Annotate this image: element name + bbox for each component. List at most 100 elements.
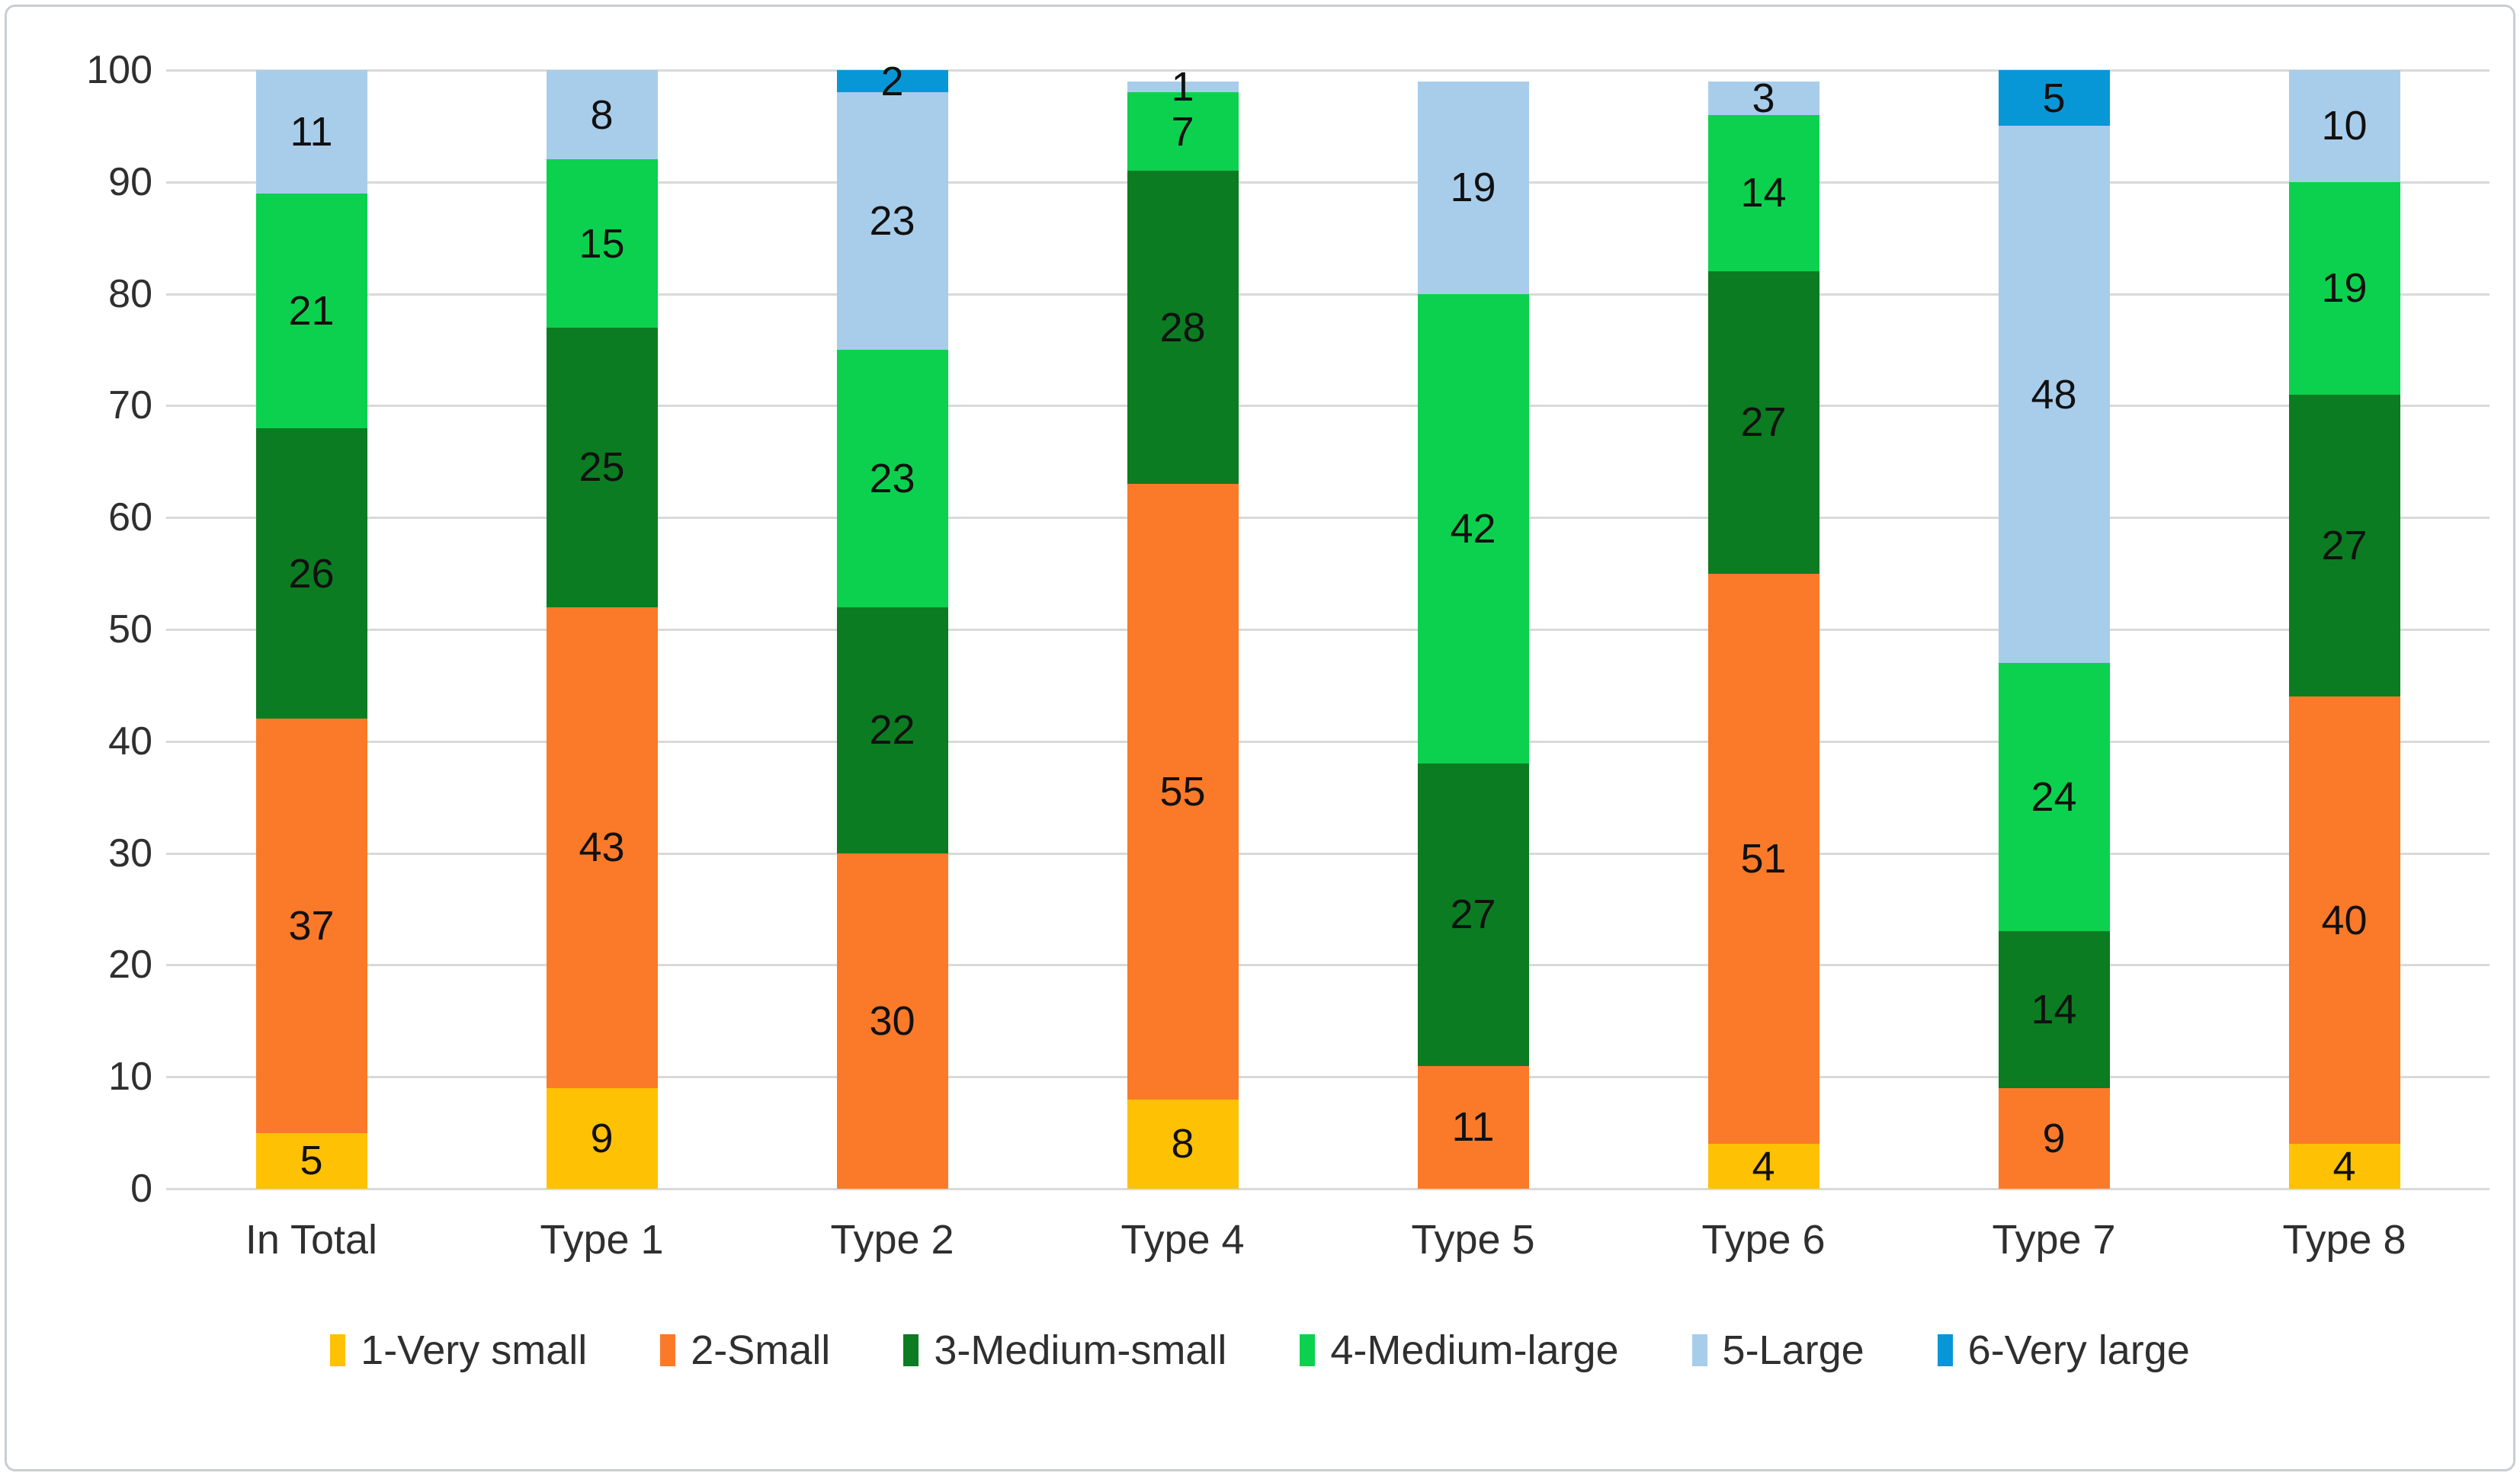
bar-segment: 40 [2288,696,2400,1145]
bar-segment: 23 [836,92,948,351]
y-tick-label: 40 [108,719,152,764]
bar-segment-label: 37 [288,903,335,949]
bar-segment-label: 11 [290,108,333,155]
bar-segment: 14 [1998,931,2110,1088]
bar-segment-label: 7 [1171,108,1194,155]
bar-column: 4 51 27 14 3 [1618,70,1909,1189]
bar-segment-label: 3 [1752,75,1775,121]
legend-swatch-icon [1691,1334,1707,1366]
bar-segment-label: 27 [1450,892,1496,938]
bar-segment-label: 24 [2031,774,2077,821]
x-category-label: Type 5 [1411,1217,1535,1263]
legend: 1-Very small 2-Small 3-Medium-small 4-Mediu… [0,1330,2520,1371]
bar-segment-label: 28 [1159,304,1206,351]
bar-segment-label: 9 [2042,1115,2066,1161]
y-tick-label: 10 [108,1055,152,1100]
bar-segment: 8 [546,70,658,160]
bar-segment: 43 [546,607,658,1088]
bar-segment: 24 [1998,663,2110,932]
stacked-bar: 9 14 24 48 5 [1998,70,2110,1189]
bar-segment: 4 [1707,1144,1819,1189]
stacked-bar: 8 55 28 7 1 [1127,66,1239,1189]
bar-segment: 7 [1127,92,1239,171]
bar-segment: 5 [255,1132,367,1189]
gridline [166,740,2490,743]
bar-segment: 10 [2288,70,2400,182]
bar-segment-label: 4 [2332,1143,2356,1189]
legend-item: 2-Small [660,1330,830,1371]
bar-segment-label: 23 [869,198,915,245]
bar-segment: 2 [836,61,948,102]
gridline [166,69,2490,72]
bar-segment-label: 14 [2031,987,2077,1033]
bar-segment-label: 5 [2042,75,2066,121]
bar-segment-label: 19 [2321,265,2368,312]
stacked-bar: 9 43 25 15 8 [546,70,658,1189]
x-category-label: Type 2 [830,1217,954,1263]
bar-segment-label: 14 [1740,170,1787,216]
bar-segment-label: 15 [579,220,625,267]
legend-label: 4-Medium-large [1330,1327,1619,1373]
bar-segment: 8 [1127,1099,1239,1189]
bar-segment-label: 43 [579,824,625,871]
bar-segment-label: 48 [2031,371,2077,418]
bar-segment: 51 [1707,573,1819,1145]
y-tick-label: 80 [108,271,152,316]
bar-segment: 1 [1127,66,1239,107]
bar-segment: 19 [2288,181,2400,395]
bar-segment-label: 27 [2321,522,2368,568]
bar-segment: 28 [1127,171,1239,485]
gridline [166,181,2490,184]
legend-label: 5-Large [1722,1327,1864,1373]
bar-segment: 37 [255,719,367,1133]
bar-segment: 27 [2288,394,2400,697]
stacked-bar: 4 51 27 14 3 [1707,70,1819,1189]
y-tick-label: 100 [86,48,152,92]
bar-column: 11 27 42 19 [1328,70,1618,1189]
legend-label: 2-Small [691,1327,831,1373]
bar-segment-label: 10 [2321,103,2368,149]
legend-swatch-icon [1300,1334,1316,1366]
x-axis: In Total Type 1 Type 2 Type 4 Type 5 Type 6 Ty… [166,1216,2490,1263]
bar-segment-label: 40 [2321,897,2368,943]
gridline [166,629,2490,631]
bar-segment: 48 [1998,126,2110,664]
bar-segment: 9 [546,1087,658,1189]
bar-segment: 11 [255,70,367,194]
bar-segment-label: 42 [1450,505,1496,552]
legend-item: 6-Very large [1937,1330,2190,1371]
bar-segment: 15 [546,159,658,328]
bar-segment: 11 [1417,1065,1529,1189]
bar-segment-label: 26 [288,550,335,597]
bar-segment-label: 9 [590,1115,614,1161]
stacked-bar: 11 27 42 19 [1417,70,1529,1189]
bar-segment-label: 27 [1740,399,1787,446]
y-axis: 0 10 20 30 40 50 60 70 80 90 100 [23,50,152,1209]
stacked-bar: 4 40 27 19 10 [2288,70,2400,1189]
x-category-label: Type 7 [1992,1217,2116,1263]
bar-segment: 3 [1707,78,1819,119]
bar-segment-label: 5 [300,1138,323,1184]
y-tick-label: 70 [108,383,152,428]
bar-segment-label: 2 [880,58,904,104]
gridline [166,405,2490,408]
bar-segment-label: 11 [1451,1104,1495,1151]
bar-segment-label: 25 [579,444,625,491]
bar-column: 9 43 25 15 8 [457,70,747,1189]
x-category-label: Type 1 [540,1217,664,1263]
legend-item: 5-Large [1691,1327,1864,1373]
bar-segment: 23 [836,350,948,607]
x-category-label: In Total [245,1217,378,1263]
y-tick-label: 30 [108,831,152,876]
bar-segment-label: 21 [288,287,335,334]
gridline [166,293,2490,296]
bar-segment: 14 [1707,114,1819,272]
gridline [166,852,2490,855]
bar-column: 4 40 27 19 10 [2199,70,2490,1189]
legend-item: 3-Medium-small [903,1330,1226,1371]
bar-segment-label: 1 [1171,64,1194,110]
bar-segment: 19 [1417,81,1529,294]
bar-segment-label: 30 [869,997,915,1044]
bar-segment-label: 8 [1171,1121,1194,1167]
legend-item: 1-Very small [330,1330,587,1371]
